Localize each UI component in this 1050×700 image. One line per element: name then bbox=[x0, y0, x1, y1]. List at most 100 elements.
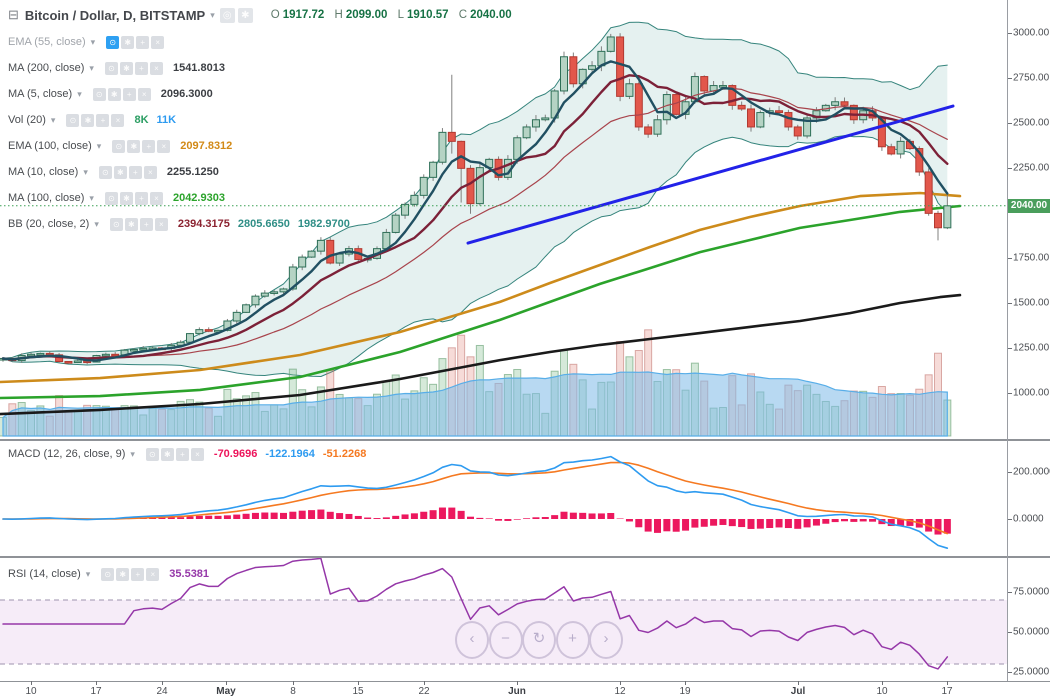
plus-icon[interactable]: + bbox=[134, 61, 148, 75]
chevron-down-icon[interactable]: ▾ bbox=[96, 140, 102, 151]
eye-icon[interactable]: ⊙ bbox=[101, 567, 115, 581]
pan-right-button[interactable]: › bbox=[589, 621, 623, 659]
plus-icon[interactable]: + bbox=[122, 87, 136, 101]
chevron-down-icon[interactable]: ▾ bbox=[85, 568, 91, 579]
plus-icon[interactable]: + bbox=[175, 447, 189, 461]
pan-left-button[interactable]: ‹ bbox=[455, 621, 489, 659]
time-tick-label: 17 bbox=[941, 686, 953, 697]
axis-tick-label: 75.0000 bbox=[1013, 586, 1050, 598]
close-icon[interactable]: × bbox=[157, 139, 171, 153]
chevron-down-icon[interactable]: ▾ bbox=[210, 9, 215, 20]
indicator-row-ma-10-close: MA (10, close) ▾ ⊙ ✱ + × 2255.1250 bbox=[8, 164, 219, 180]
indicator-value: 2255.1250 bbox=[166, 166, 219, 178]
eye-icon[interactable]: ⊙ bbox=[109, 217, 123, 231]
plus-icon[interactable]: + bbox=[131, 567, 145, 581]
gear-icon[interactable]: ✱ bbox=[119, 61, 133, 75]
chevron-down-icon[interactable]: ▾ bbox=[130, 448, 135, 459]
collapse-pane-icon[interactable]: ⊟ bbox=[8, 7, 19, 22]
plus-icon[interactable]: + bbox=[142, 139, 156, 153]
gear-icon[interactable]: ✱ bbox=[113, 165, 127, 179]
plus-icon[interactable]: + bbox=[139, 217, 153, 231]
indicator-label[interactable]: RSI (14, close) bbox=[8, 568, 81, 580]
gear-icon[interactable]: ✱ bbox=[160, 447, 174, 461]
indicator-label[interactable]: MA (200, close) bbox=[8, 62, 85, 74]
close-value: 2040.00 bbox=[470, 9, 512, 21]
indicator-value: -51.2268 bbox=[322, 448, 367, 460]
compare-icon[interactable]: ◎ bbox=[219, 7, 235, 23]
axis-tick-label: 50.0000 bbox=[1013, 626, 1050, 638]
indicator-label[interactable]: EMA (55, close) bbox=[8, 36, 86, 48]
eye-icon[interactable]: ⊙ bbox=[112, 139, 126, 153]
price-axis-border bbox=[1007, 0, 1008, 681]
indicator-row-vol-20: Vol (20) ▾ ⊙ ✱ + × 8K 11K bbox=[8, 112, 176, 128]
close-icon[interactable]: × bbox=[111, 113, 125, 127]
close-icon[interactable]: × bbox=[146, 567, 160, 581]
indicator-row-ma-5-close: MA (5, close) ▾ ⊙ ✱ + × 2096.3000 bbox=[8, 86, 213, 102]
gear-icon[interactable]: ✱ bbox=[127, 139, 141, 153]
trendline[interactable] bbox=[466, 104, 955, 245]
gear-icon[interactable]: ✱ bbox=[116, 567, 130, 581]
indicator-label[interactable]: MA (5, close) bbox=[8, 88, 73, 100]
close-icon[interactable]: × bbox=[149, 61, 163, 75]
plus-icon[interactable]: + bbox=[128, 165, 142, 179]
plus-icon[interactable]: + bbox=[136, 35, 150, 49]
low-label: L bbox=[397, 9, 404, 21]
eye-icon[interactable]: ⊙ bbox=[98, 165, 112, 179]
chevron-down-icon[interactable]: ▾ bbox=[50, 114, 56, 125]
indicator-label[interactable]: MA (100, close) bbox=[8, 192, 85, 204]
indicator-label[interactable]: Vol (20) bbox=[8, 114, 46, 126]
chevron-down-icon[interactable]: ▾ bbox=[83, 166, 88, 177]
indicator-row-rsi-14-close: RSI (14, close) ▾ ⊙ ✱ + × 35.5381 bbox=[8, 566, 209, 582]
eye-icon[interactable]: ⊙ bbox=[104, 191, 118, 205]
time-tick-label: May bbox=[216, 686, 236, 697]
close-icon[interactable]: × bbox=[154, 217, 168, 231]
indicator-label[interactable]: EMA (100, close) bbox=[8, 140, 92, 152]
chevron-down-icon[interactable]: ▾ bbox=[77, 88, 82, 99]
close-label: C bbox=[458, 9, 468, 21]
ohlc-readout: O 1917.72 H 2099.00 L 1910.57 C 2040.00 bbox=[264, 9, 512, 21]
settings-icon[interactable]: ✱ bbox=[237, 7, 253, 23]
eye-icon[interactable]: ⊙ bbox=[104, 61, 118, 75]
zoom-in-button[interactable]: + bbox=[555, 621, 590, 659]
gear-icon[interactable]: ✱ bbox=[107, 87, 121, 101]
close-icon[interactable]: × bbox=[137, 87, 151, 101]
chevron-down-icon[interactable]: ▾ bbox=[90, 36, 96, 47]
indicator-buttons: ⊙ ✱ + × bbox=[92, 87, 153, 101]
macd-histogram bbox=[27, 507, 951, 535]
pane-separator[interactable] bbox=[0, 439, 1050, 441]
zoom-out-button[interactable]: − bbox=[488, 621, 523, 659]
eye-icon[interactable]: ⊙ bbox=[66, 113, 80, 127]
eye-icon[interactable]: ⊙ bbox=[106, 35, 120, 49]
indicator-buttons: ⊙ ✱ + × bbox=[98, 165, 159, 179]
plus-icon[interactable]: + bbox=[134, 191, 148, 205]
time-tick-label: Jul bbox=[790, 686, 806, 697]
indicator-row-macd-12-26-close-9: MACD (12, 26, close, 9) ▾ ⊙ ✱ + × -70.9696 -122… bbox=[8, 446, 366, 462]
bb-basis-line bbox=[2, 87, 948, 361]
plus-icon[interactable]: + bbox=[96, 113, 110, 127]
gear-icon[interactable]: ✱ bbox=[81, 113, 95, 127]
close-icon[interactable]: × bbox=[143, 165, 157, 179]
gear-icon[interactable]: ✱ bbox=[124, 217, 138, 231]
pane-separator[interactable] bbox=[0, 556, 1050, 558]
axis-tick-label: 2250.00 bbox=[1013, 162, 1050, 174]
indicator-label[interactable]: BB (20, close, 2) bbox=[8, 218, 90, 230]
reset-view-button[interactable]: ↻ bbox=[522, 621, 556, 659]
chevron-down-icon[interactable]: ▾ bbox=[89, 62, 94, 73]
chevron-down-icon[interactable]: ▾ bbox=[94, 218, 99, 229]
chevron-down-icon[interactable]: ▾ bbox=[89, 192, 94, 203]
time-tick-label: 19 bbox=[679, 686, 691, 697]
gear-icon[interactable]: ✱ bbox=[121, 35, 135, 49]
time-tick-label: 24 bbox=[156, 686, 168, 697]
eye-icon[interactable]: ⊙ bbox=[92, 87, 106, 101]
indicator-label[interactable]: MACD (12, 26, close, 9) bbox=[8, 448, 126, 460]
symbol-title[interactable]: Bitcoin / Dollar, D, BITSTAMP bbox=[24, 7, 206, 23]
eye-icon[interactable]: ⊙ bbox=[145, 447, 159, 461]
indicator-row-ema-55-close: EMA (55, close) ▾ ⊙ ✱ + × bbox=[8, 34, 166, 50]
indicator-label[interactable]: MA (10, close) bbox=[8, 166, 79, 178]
close-icon[interactable]: × bbox=[151, 35, 165, 49]
indicator-value: 1982.9700 bbox=[297, 218, 350, 230]
close-icon[interactable]: × bbox=[190, 447, 204, 461]
close-icon[interactable]: × bbox=[149, 191, 163, 205]
gear-icon[interactable]: ✱ bbox=[119, 191, 133, 205]
